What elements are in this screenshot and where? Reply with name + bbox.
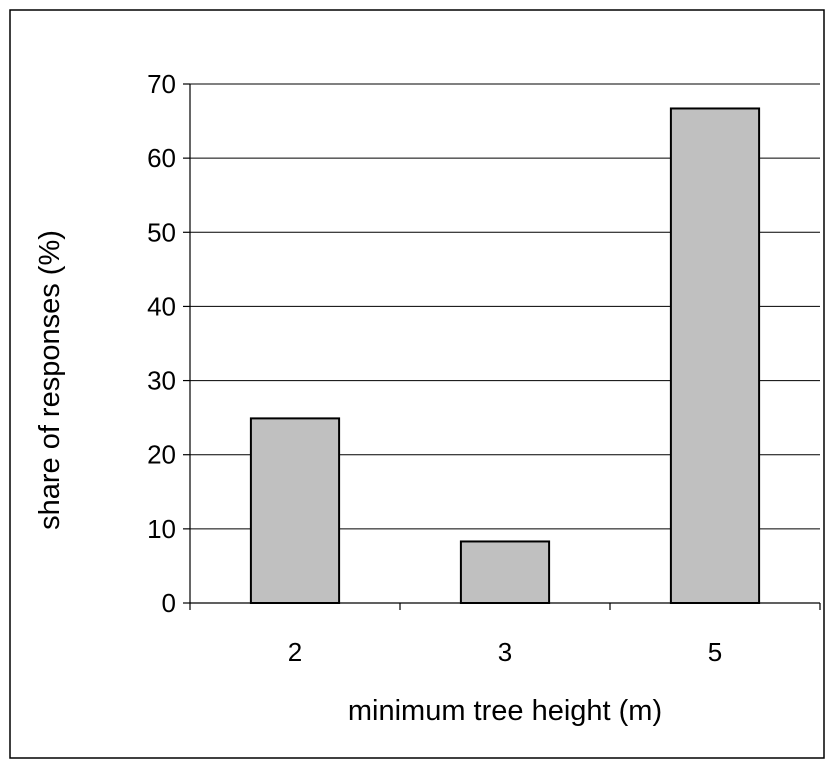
- y-tick-labels: 0 10 20 30 40 50 60 70: [147, 69, 176, 618]
- y-tick-label: 0: [162, 588, 176, 618]
- y-tick-label: 20: [147, 440, 176, 470]
- y-tick-label: 40: [147, 291, 176, 321]
- y-tick-label: 70: [147, 69, 176, 99]
- bar-3: [459, 540, 551, 604]
- y-tick-label: 30: [147, 366, 176, 396]
- y-axis-label: share of responses (%): [34, 230, 66, 530]
- x-axis-label: minimum tree height (m): [348, 695, 662, 727]
- y-tick-label: 50: [147, 217, 176, 247]
- y-tick-label: 10: [147, 514, 176, 544]
- x-tick-labels: 2 3 5: [288, 637, 722, 667]
- x-tick-label: 5: [708, 637, 722, 667]
- y-tick-label: 60: [147, 143, 176, 173]
- bars: [249, 107, 761, 605]
- x-tick-label: 3: [498, 637, 512, 667]
- axes: [183, 83, 821, 610]
- bar-5: [669, 107, 761, 605]
- x-tick-label: 2: [288, 637, 302, 667]
- bar-2: [249, 417, 341, 604]
